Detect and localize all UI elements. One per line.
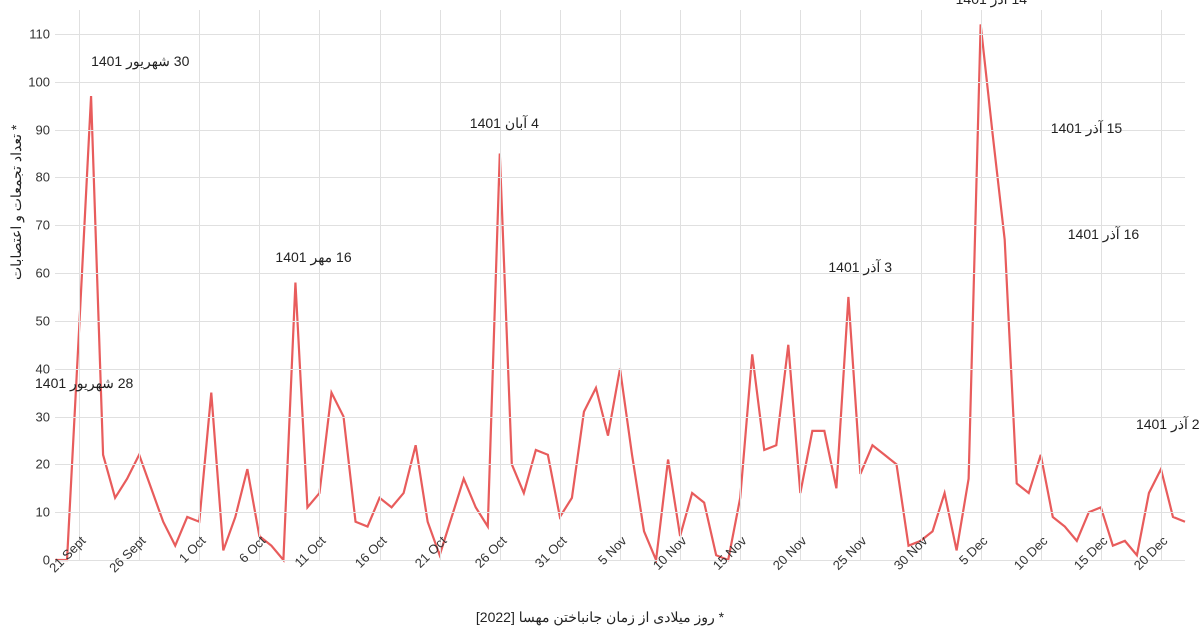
- y-tick-label: 90: [36, 122, 50, 137]
- gridline-v: [680, 10, 681, 560]
- gridline-v: [380, 10, 381, 560]
- gridline-v: [921, 10, 922, 560]
- gridline-v: [860, 10, 861, 560]
- y-tick-label: 110: [29, 26, 50, 41]
- y-tick-label: 20: [36, 457, 50, 472]
- y-tick-label: 60: [36, 266, 50, 281]
- y-tick-label: 40: [36, 361, 50, 376]
- y-tick-label: 50: [36, 313, 50, 328]
- gridline-v: [740, 10, 741, 560]
- chart-annotation: 3 آذر 1401: [828, 259, 892, 276]
- gridline-v: [1101, 10, 1102, 560]
- gridline-v: [1161, 10, 1162, 560]
- gridline-v: [440, 10, 441, 560]
- chart-annotation: 28 آذر 1401: [1136, 416, 1200, 433]
- chart-annotation: 15 آذر 1401: [1051, 120, 1122, 137]
- gridline-v: [981, 10, 982, 560]
- gridline-v: [800, 10, 801, 560]
- y-tick-label: 70: [36, 218, 50, 233]
- y-axis-title: * تعداد تجمعات و اعتصابات: [8, 125, 25, 280]
- gridline-v: [139, 10, 140, 560]
- chart-annotation: 4 آبان 1401: [470, 115, 539, 132]
- gridline-v: [500, 10, 501, 560]
- y-tick-label: 100: [28, 74, 50, 89]
- gridline-v: [259, 10, 260, 560]
- gridline-v: [79, 10, 80, 560]
- chart-annotation: 28 شهریور 1401: [35, 375, 133, 392]
- gridline-v: [560, 10, 561, 560]
- gridline-v: [319, 10, 320, 560]
- y-tick-label: 30: [36, 409, 50, 424]
- y-tick-label: 10: [36, 505, 50, 520]
- x-axis-title: * روز میلادی از زمان جانباختن مهسا [2022…: [0, 609, 1200, 626]
- chart-annotation: 16 آذر 1401: [1068, 226, 1139, 243]
- gridline-v: [620, 10, 621, 560]
- chart-annotation: 14 آذر 1401: [956, 0, 1027, 8]
- gridline-v: [1041, 10, 1042, 560]
- chart-annotation: 30 شهریور 1401: [91, 53, 189, 70]
- y-tick-label: 80: [36, 170, 50, 185]
- gridline-v: [199, 10, 200, 560]
- chart-annotation: 16 مهر 1401: [275, 249, 351, 266]
